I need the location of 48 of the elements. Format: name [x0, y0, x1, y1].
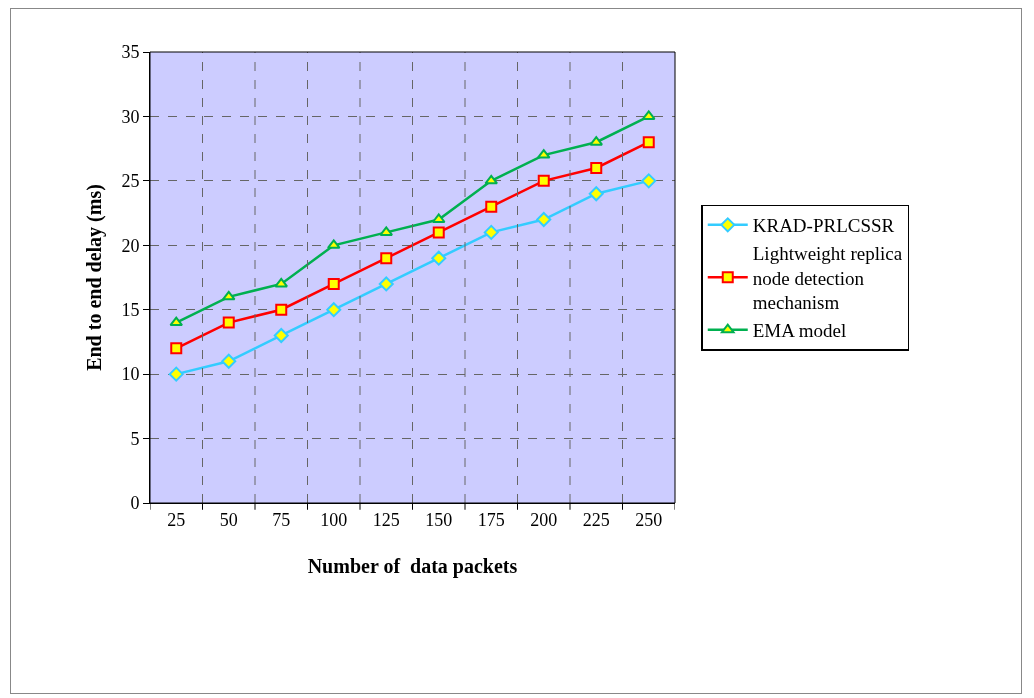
point	[222, 316, 235, 329]
point	[483, 224, 499, 240]
point	[378, 276, 394, 292]
point	[641, 173, 657, 189]
y-tick-label: 0	[130, 493, 140, 514]
x-tick-label: 225	[582, 509, 610, 530]
point	[326, 302, 342, 318]
x-tick-label: 125	[372, 509, 400, 530]
legend-label: EMA model	[752, 320, 847, 342]
x-tick-label: 25	[167, 509, 186, 530]
point	[588, 186, 604, 202]
x-tick-label: 250	[635, 509, 663, 530]
point	[275, 303, 288, 316]
point	[221, 353, 237, 369]
point	[170, 342, 183, 355]
point	[274, 277, 289, 288]
x-tick-label: 175	[477, 509, 505, 530]
point	[590, 161, 603, 174]
point	[432, 226, 445, 239]
y-tick-label: 30	[121, 106, 140, 127]
y-tick-label: 25	[121, 171, 140, 192]
point	[168, 366, 184, 382]
point	[380, 252, 393, 265]
point	[484, 174, 499, 185]
y-axis-title: End to end delay (ms)	[82, 184, 106, 371]
x-tick-label: 50	[219, 509, 238, 530]
point	[327, 277, 340, 290]
point	[431, 213, 446, 224]
x-axis-title: Number of data packets	[307, 555, 518, 579]
legend-label: KRAD-PRLCSSR	[752, 215, 895, 237]
point	[537, 174, 550, 187]
x-tick-label: 150	[425, 509, 453, 530]
point	[642, 136, 655, 149]
x-tick-label: 200	[530, 509, 558, 530]
y-tick-label: 20	[121, 235, 140, 256]
x-tick-label: 75	[272, 509, 291, 530]
point	[431, 250, 447, 266]
point	[221, 290, 236, 301]
point	[485, 200, 498, 213]
y-tick-label: 35	[121, 42, 140, 63]
point	[536, 212, 552, 228]
point	[169, 316, 184, 327]
y-tick-label: 5	[130, 428, 140, 449]
y-tick-label: 15	[121, 300, 140, 321]
x-tick-label: 100	[320, 509, 348, 530]
y-tick-label: 10	[121, 364, 140, 385]
legend-label: Lightweight replica node detection mechanism	[752, 242, 903, 314]
point	[273, 327, 289, 343]
